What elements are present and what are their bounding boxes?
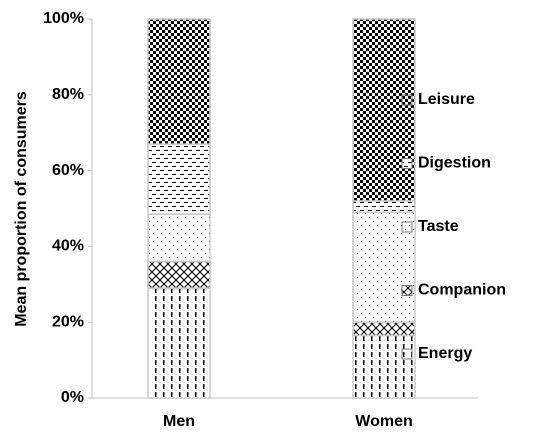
legend-label: Digestion (418, 155, 491, 172)
y-tick-label: 20% (52, 313, 84, 330)
bar-segment (147, 18, 211, 145)
legend-swatch (401, 221, 413, 233)
y-tick-label: 100% (43, 10, 84, 27)
bar-segment (352, 321, 416, 337)
legend-swatch (401, 94, 413, 106)
bar-segment (147, 287, 211, 399)
legend-label: Energy (418, 345, 472, 362)
legend-swatch (401, 285, 413, 296)
bar-segment (147, 143, 211, 215)
y-tick-label: 40% (52, 238, 84, 255)
legend-swatch (401, 348, 413, 360)
bar-segment (352, 334, 416, 399)
legend-swatch (401, 158, 413, 169)
bar-segment (147, 260, 211, 289)
x-tick-label: Women (355, 413, 412, 430)
y-tick-label: 0% (61, 389, 84, 406)
legend-label: Companion (418, 282, 506, 299)
y-tick-label: 60% (52, 162, 84, 179)
y-tick-label: 80% (52, 86, 84, 103)
x-tick-label: Men (163, 413, 195, 430)
y-axis-label: Mean proportion of consumers (13, 91, 30, 327)
bar-segment (147, 213, 211, 263)
bar-segment (352, 18, 416, 202)
bar-segment (352, 200, 416, 214)
legend-label: Leisure (418, 91, 475, 108)
legend-label: Taste (418, 218, 459, 235)
